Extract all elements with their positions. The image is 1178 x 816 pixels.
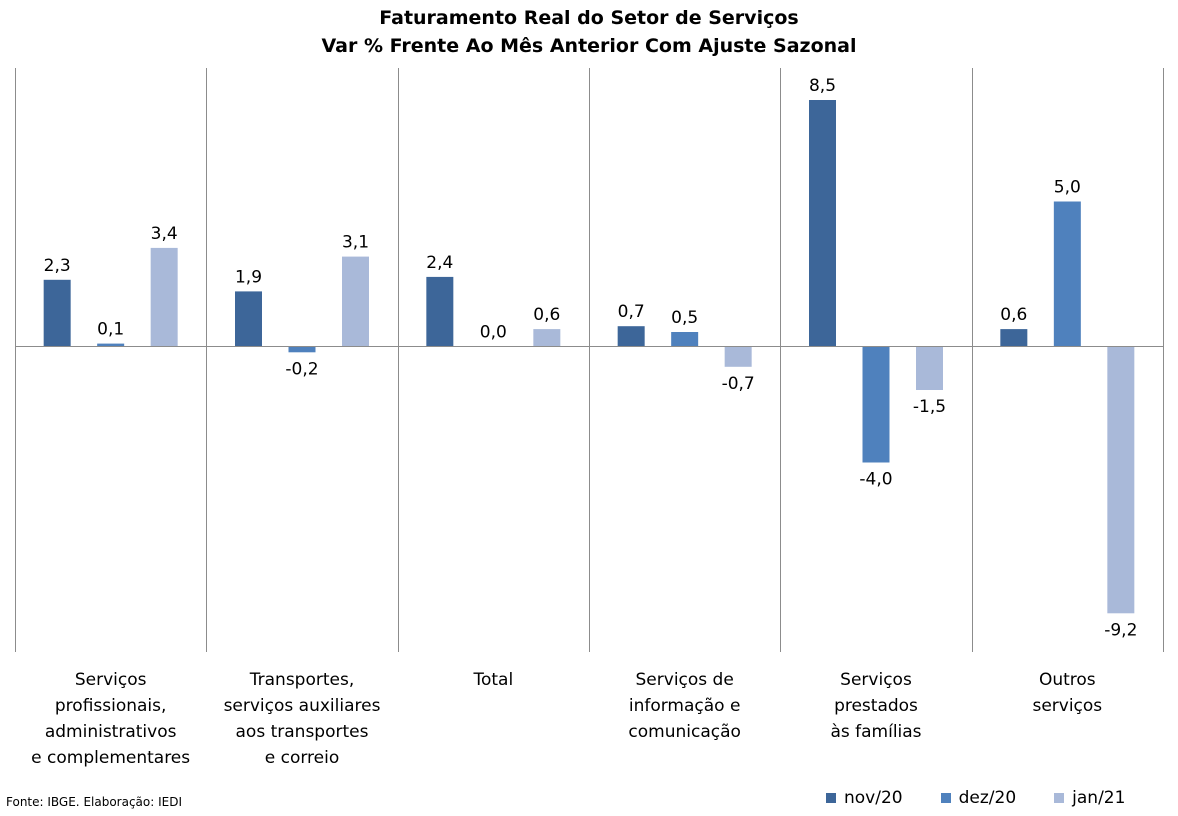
legend-item-jan21: jan/21 (1054, 788, 1125, 808)
data-label: 0,1 (97, 320, 124, 340)
data-label: -0,7 (722, 374, 755, 394)
bar-nov20-1 (235, 291, 262, 347)
data-label: 0,0 (480, 323, 507, 343)
bar-dez20-3 (671, 332, 699, 347)
bar-nov20-5 (1000, 329, 1028, 347)
bar-dez20-1 (288, 346, 316, 353)
data-label: 2,3 (44, 256, 71, 276)
bar-jan21-2 (533, 329, 561, 347)
category-label-line: às famílias (830, 722, 922, 742)
chart-title: Faturamento Real do Setor de Serviços (379, 7, 799, 29)
legend-swatch (940, 793, 951, 803)
category-label-line: Serviços (840, 670, 912, 690)
legend: nov/20 dez/20 jan/21 (826, 788, 1125, 808)
data-label: 2,4 (426, 253, 453, 273)
bar-dez20-4 (862, 346, 890, 463)
category-label: Total (398, 667, 588, 693)
data-label: 5,0 (1054, 178, 1081, 198)
data-label: -4,0 (859, 470, 892, 490)
category-label-line: informação e (628, 696, 741, 716)
legend-label: dez/20 (958, 788, 1017, 808)
category-label-line: administrativos (44, 722, 177, 742)
data-label: 0,7 (618, 302, 645, 322)
bar-nov20-2 (426, 276, 454, 347)
data-label: 0,6 (533, 305, 560, 325)
category-label-line: comunicação (628, 722, 741, 742)
bar-jan21-1 (342, 256, 369, 347)
category-label: Serviços de informação e comunicação (590, 667, 780, 745)
data-label: 3,4 (151, 224, 178, 244)
category-label: Outros serviços (972, 667, 1162, 719)
category-label: Transportes, serviços auxiliares aos trans… (207, 667, 397, 771)
legend-label: jan/21 (1072, 788, 1126, 808)
category-label-line: e correio (264, 748, 340, 768)
data-label: 3,1 (342, 233, 369, 253)
data-label: 0,5 (671, 308, 698, 328)
category-label-line: prestados (834, 696, 918, 716)
bar-dez20-5 (1053, 201, 1081, 347)
bar-jan21-3 (724, 346, 752, 367)
bar-jan21-4 (916, 346, 943, 390)
bar-jan21-5 (1107, 346, 1135, 614)
data-label: 1,9 (235, 267, 262, 287)
category-label-line: serviços auxiliares (223, 696, 381, 716)
legend-item-dez20: dez/20 (940, 788, 1017, 808)
bar-nov20-0 (43, 279, 71, 347)
data-label: -9,2 (1104, 620, 1137, 640)
data-label: -1,5 (913, 397, 946, 417)
category-label: Serviços profissionais, administrativos e c… (16, 667, 206, 771)
bar-nov20-4 (809, 100, 836, 347)
legend-label: nov/20 (844, 788, 903, 808)
source-note: Fonte: IBGE. Elaboração: IEDI (6, 795, 183, 809)
category-label-line: Outros (1038, 670, 1096, 690)
category-label-line: e complementares (31, 748, 191, 768)
legend-swatch (826, 793, 836, 803)
legend-item-nov20: nov/20 (826, 788, 903, 808)
chart-subtitle: Var % Frente Ao Mês Anterior Com Ajuste … (321, 35, 857, 57)
bar-jan21-0 (150, 247, 178, 347)
category-label-line: Transportes, (249, 670, 355, 690)
legend-swatch (1054, 793, 1065, 803)
bar-nov20-3 (617, 326, 645, 347)
category-label-line: Serviços de (635, 670, 734, 690)
bar-dez20-0 (97, 343, 125, 347)
data-label: 0,6 (1000, 305, 1027, 325)
category-label: Serviços prestados às famílias (781, 667, 971, 745)
category-label-line: Total (473, 670, 514, 690)
data-label: 8,5 (809, 76, 836, 96)
category-label-line: Serviços (74, 670, 147, 690)
category-label-line: serviços (1032, 696, 1103, 716)
data-label: -0,2 (285, 359, 318, 379)
category-label-line: profissionais, (54, 696, 167, 716)
category-label-line: aos transportes (235, 722, 369, 742)
